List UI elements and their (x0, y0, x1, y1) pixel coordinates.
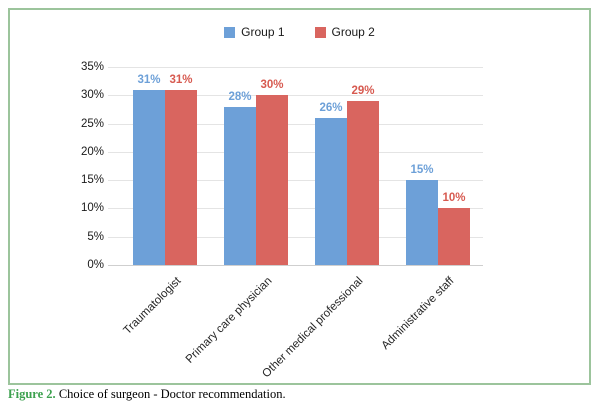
figure-caption-label: Figure 2. (8, 387, 56, 401)
y-axis-tick-label: 35% (80, 61, 104, 73)
gridline-15- (108, 180, 483, 182)
bar-chart-plot-area: 0% 5% 10% 15% 20% 25% 30% 35% 31% 31% Traumatologi… (10, 10, 589, 383)
bar-group-2-primary-care-physician (256, 95, 288, 265)
x-axis-label-administrative-staff: Administrative staff (379, 275, 457, 353)
bar-group-2-traumatologist (165, 89, 197, 265)
bar-group-2-administrative-staff (438, 208, 470, 265)
data-label-group-2-primary-care-physician: 30% (260, 79, 284, 92)
y-axis-tick-label: 15% (80, 174, 104, 187)
y-axis-tick-label: 5% (87, 230, 104, 243)
gridline-0- (108, 265, 483, 266)
data-label-group-1-other-medical-professional: 26% (319, 101, 343, 114)
chart-frame: Group 1 Group 2 0% 5% 10% 15% 20% 25% 30% 35% 31%… (8, 8, 591, 385)
y-axis-tick-label: 30% (80, 89, 104, 102)
data-label-group-2-traumatologist: 31% (169, 73, 193, 86)
bar-group-2-other-medical-professional (347, 100, 379, 265)
figure-caption-text: Choice of surgeon - Doctor recommendatio… (55, 387, 286, 401)
gridline-30- (108, 95, 483, 97)
legend-label: Group 1 (241, 25, 285, 39)
y-axis-tick-label: 0% (87, 259, 104, 271)
y-axis-tick-label: 20% (80, 145, 104, 158)
data-label-group-1-administrative-staff: 15% (410, 164, 434, 177)
legend-swatch-icon (224, 26, 236, 38)
gridline-10- (108, 208, 483, 210)
y-axis-tick-label: 10% (80, 202, 104, 215)
bar-group-1-other-medical-professional (315, 117, 347, 265)
legend-item-group-2: Group 2 (314, 25, 375, 39)
data-label-group-2-administrative-staff: 10% (442, 192, 466, 205)
legend-item-group-1: Group 1 (224, 25, 285, 39)
chart-legend: Group 1 Group 2 (10, 26, 589, 38)
figure-caption: Figure 2. Choice of surgeon - Doctor rec… (8, 387, 286, 402)
data-label-group-1-traumatologist: 31% (137, 73, 161, 86)
gridline-35- (108, 67, 483, 68)
legend-swatch-icon (314, 26, 326, 38)
bar-group-1-administrative-staff (406, 180, 438, 265)
bar-group-1-traumatologist (133, 89, 165, 265)
data-label-group-1-primary-care-physician: 28% (228, 90, 252, 103)
data-label-group-2-other-medical-professional: 29% (351, 84, 375, 97)
gridline-20- (108, 151, 483, 153)
gridline-25- (108, 123, 483, 125)
bar-group-1-primary-care-physician (224, 106, 256, 265)
gridline-5- (108, 236, 483, 238)
legend-label: Group 2 (331, 25, 375, 39)
y-axis-tick-label: 25% (80, 117, 104, 130)
